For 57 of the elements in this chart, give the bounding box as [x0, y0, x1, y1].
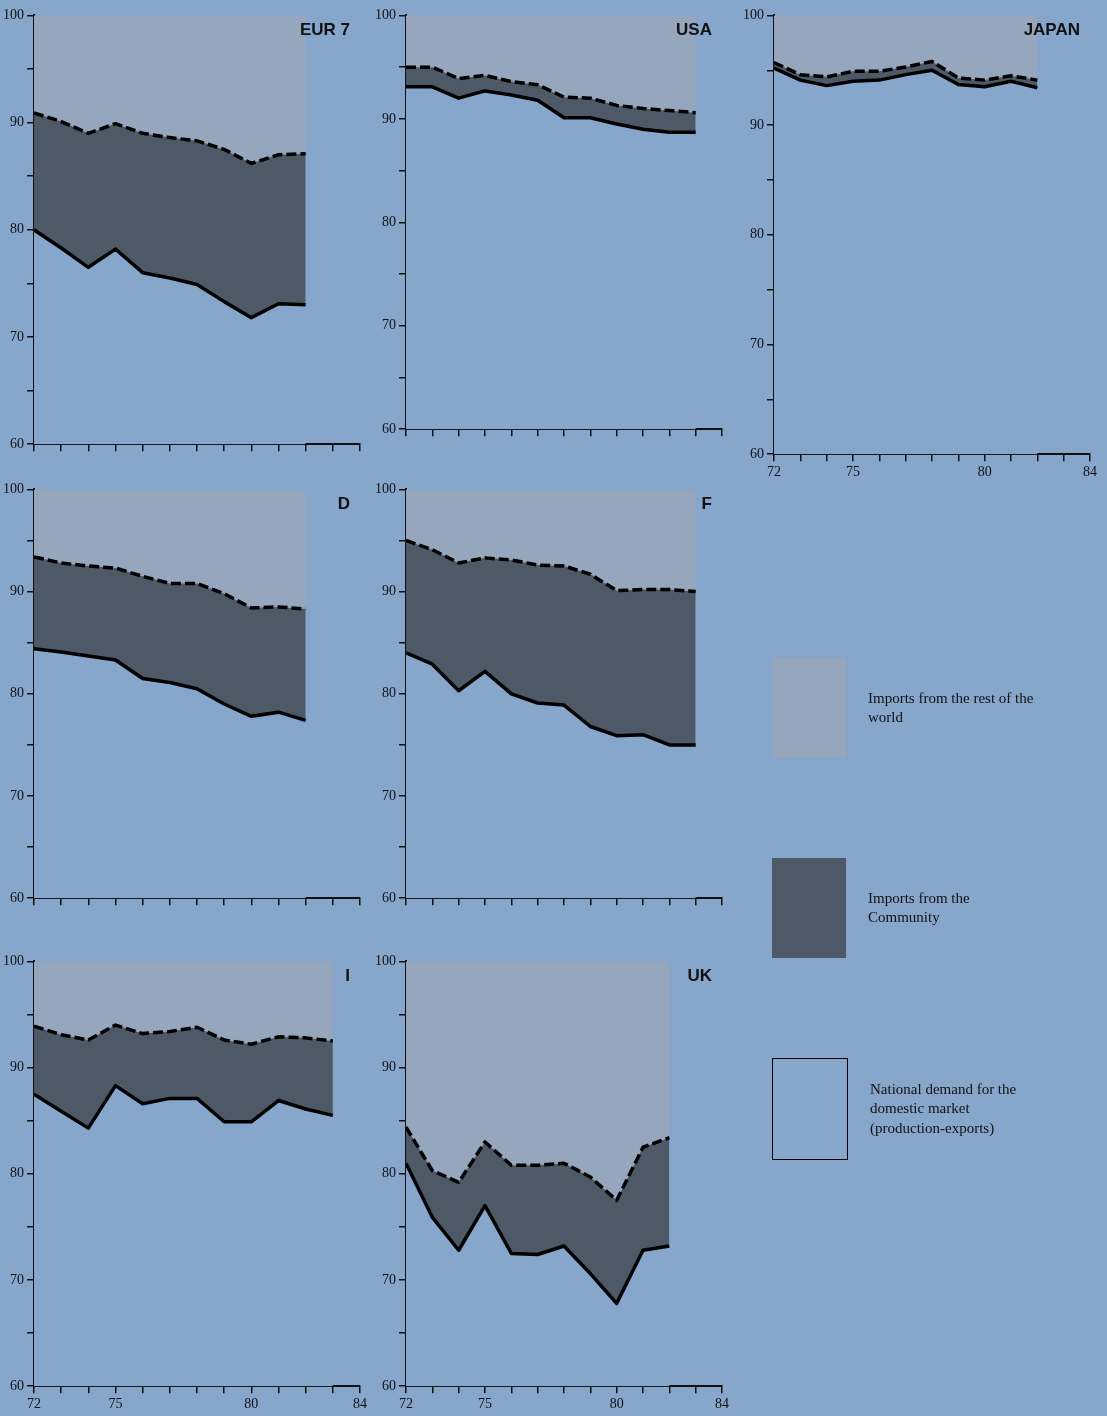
y-tick-label: 60 — [382, 420, 396, 436]
x-tick-label: 72 — [27, 1396, 41, 1412]
x-tick-label: 84 — [715, 1396, 729, 1412]
y-tick-label: 70 — [10, 787, 24, 803]
y-tick-label: 60 — [10, 889, 24, 905]
x-tick-label: 72 — [399, 1396, 413, 1412]
y-tick-label: 70 — [382, 317, 396, 333]
y-tick-label: 100 — [375, 7, 396, 23]
x-tick-label: 84 — [1083, 464, 1097, 480]
x-tick-label: 84 — [353, 1396, 367, 1412]
y-tick-label: 60 — [750, 445, 764, 461]
y-tick-label: 80 — [750, 226, 764, 242]
y-tick-label: 90 — [382, 1059, 396, 1075]
chart-title: JAPAN — [1023, 19, 1080, 39]
y-tick-label: 60 — [382, 1377, 396, 1393]
x-tick-label: 75 — [108, 1396, 123, 1412]
y-tick-label: 70 — [750, 336, 764, 352]
chart-title: UK — [687, 965, 713, 985]
y-tick-label: 100 — [375, 481, 396, 497]
y-tick-label: 80 — [382, 685, 396, 701]
y-tick-label: 80 — [10, 1165, 24, 1181]
y-tick-label: 80 — [382, 213, 396, 229]
chart-title: D — [337, 493, 350, 513]
text: Imports from the Community — [868, 888, 971, 927]
chart-title: F — [701, 493, 712, 513]
y-tick-label: 100 — [3, 7, 24, 23]
y-tick-label: 70 — [382, 787, 396, 803]
y-tick-label: 70 — [10, 328, 24, 344]
y-tick-label: 80 — [10, 685, 24, 701]
chart-title: EUR 7 — [299, 19, 350, 39]
y-tick-label: 70 — [10, 1271, 24, 1287]
x-tick-label: 80 — [977, 464, 992, 480]
y-tick-label: 90 — [382, 583, 396, 599]
y-tick-label: 90 — [750, 116, 764, 132]
y-tick-label: 70 — [382, 1271, 396, 1287]
x-tick-label: 75 — [478, 1396, 492, 1412]
y-tick-label: 90 — [382, 110, 396, 126]
chart-title: I — [345, 965, 350, 985]
y-tick-label: 100 — [3, 481, 24, 497]
text: National demand for the domestic market (production-exports) — [870, 1079, 1018, 1138]
y-tick-label: 90 — [10, 1059, 24, 1075]
y-tick-label: 100 — [375, 953, 396, 969]
y-tick-label: 100 — [3, 953, 24, 969]
y-tick-label: 90 — [10, 114, 24, 130]
y-tick-label: 100 — [743, 7, 764, 23]
y-tick-label: 80 — [10, 221, 24, 237]
y-tick-label: 90 — [10, 583, 24, 599]
y-tick-label: 80 — [382, 1165, 396, 1181]
x-tick-label: 80 — [244, 1396, 259, 1412]
y-tick-label: 60 — [10, 435, 24, 451]
y-tick-label: 60 — [382, 889, 396, 905]
x-tick-label: 80 — [609, 1396, 624, 1412]
x-tick-label: 72 — [767, 464, 781, 480]
chart-title: USA — [676, 19, 712, 39]
x-tick-label: 75 — [846, 464, 860, 480]
text: Imports from the rest of the world — [868, 688, 1035, 727]
y-tick-label: 60 — [10, 1377, 24, 1393]
